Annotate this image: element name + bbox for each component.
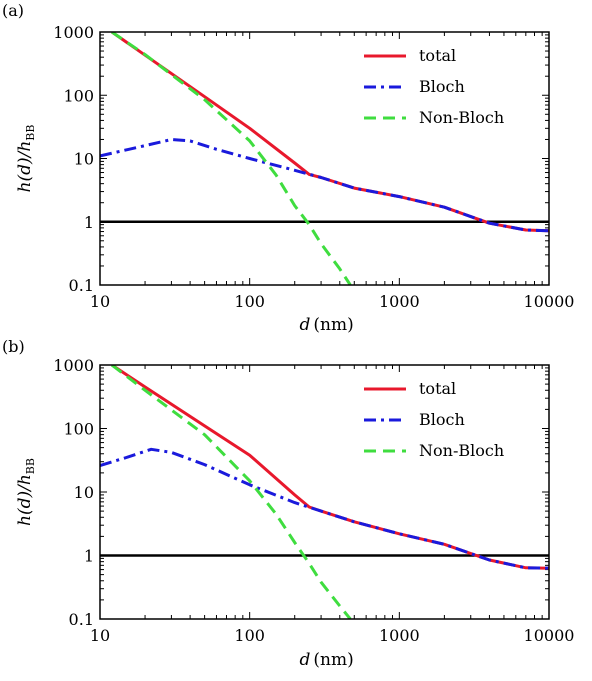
series-group [100,32,549,285]
x-tick-label: 10000 [524,626,575,645]
x-tick-label: 100 [234,626,265,645]
x-tick-label: 1000 [379,292,420,311]
legend-label: Non-Bloch [419,108,504,127]
y-tick-label: 1000 [53,356,94,375]
legend-label: total [419,379,456,398]
y-tick-label: 100 [63,86,94,105]
legend-label: Bloch [419,77,465,96]
x-axis-label: d (nm) [300,315,354,335]
y-axis-label: h(d)/hBB [15,458,37,526]
series-line-total [111,32,549,233]
x-tick-label: 1000 [379,626,420,645]
panel-label: (a) [2,1,24,20]
x-tick-label: 10 [90,292,110,311]
legend-label: Bloch [419,410,465,429]
y-tick-label: 0.1 [69,276,94,295]
plot-area: 10 100 1000 10000 1000 100 10 1 0.1 total Bloch Non… [15,23,574,335]
legend-label: total [419,46,456,65]
y-tick-label: 10 [74,483,94,502]
y-tick-label: 1 [84,213,94,232]
x-tick-label: 10 [90,626,110,645]
y-tick-label: 1000 [53,23,94,42]
series-line-bloch [100,447,549,570]
plot-area: 10 100 1000 10000 1000 100 10 1 0.1 total Bloch Non… [15,356,574,670]
series-line-non-bloch [110,365,352,619]
x-tick-label: 10000 [524,292,575,311]
y-tick-label: 100 [63,420,94,439]
series-line-non-bloch [111,32,352,285]
panel-a: (a) 10 100 1000 10000 1000 100 10 1 0.1 total Bloc… [2,1,574,335]
legend: total Bloch Non-Bloch [364,46,504,127]
panel-b: (b) 10 100 1000 10000 1000 100 10 1 0.1 total Bloc… [2,337,574,670]
series-line-total [111,365,549,570]
legend: total Bloch Non-Bloch [364,379,504,460]
legend-label: Non-Bloch [419,441,504,460]
series-group [100,365,549,619]
x-axis-label: d (nm) [300,650,354,670]
y-tick-label: 1 [84,547,94,566]
y-axis-label: h(d)/hBB [15,125,37,193]
x-tick-label: 100 [234,292,265,311]
y-tick-label: 10 [74,150,94,169]
plot-frame [99,31,550,286]
series-line-bloch [100,138,549,233]
plot-frame [99,364,550,620]
panel-label: (b) [2,337,25,356]
y-tick-label: 0.1 [69,610,94,629]
